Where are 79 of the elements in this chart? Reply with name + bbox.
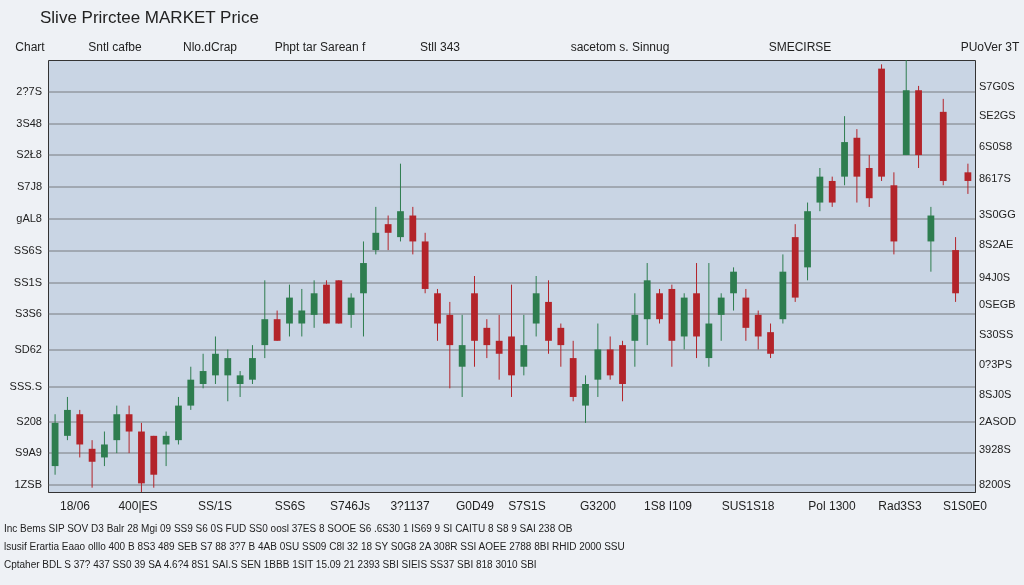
text: S7S1S: [508, 499, 546, 513]
candlestick: [372, 206, 380, 255]
text: Stll 343: [419, 40, 461, 54]
candlestick: [767, 323, 774, 359]
candlestick: [384, 215, 392, 251]
candlestick: [582, 374, 589, 424]
candlestick: [236, 370, 244, 398]
candlestick: [162, 431, 170, 467]
text: SS6S: [13, 244, 42, 256]
text: Cptaher BDL S 37? 437 SS0 39 SA 4.6?4 8S1 SAI.S SEN 1BBB 1SIT 15.09 21 2393 SBI SIEIS SS37 SBI 818 3010 SBI: [4, 559, 537, 570]
candlestick: [730, 266, 737, 312]
text: 1ZSB: [14, 478, 42, 490]
text: 8200S: [979, 478, 1011, 490]
text: 8617S: [979, 172, 1011, 184]
text: Phpt tar Sarean f: [274, 40, 367, 54]
candlestick: [199, 353, 207, 389]
text: Pol 1300: [808, 499, 857, 513]
text: S9A9: [15, 446, 42, 458]
text: 0SEGB: [979, 298, 1016, 310]
candlestick: [347, 292, 355, 329]
text: Inc Bems SIP SOV D3 Balr 28 Mgi 09 SS9 S6 0S FUD SS0 oosl 37ES 8 SOOE S6 .6S30 1 IS69 9 SI CAITU 8 S8 9 SAI 238 OB: [4, 523, 573, 534]
text: Chart: [15, 40, 46, 54]
candlestick: [754, 310, 762, 350]
text: S7G0S: [979, 80, 1015, 92]
text: sacetom s. Sinnug: [570, 40, 670, 54]
text: PUoVer 3T: [960, 40, 1021, 54]
candlestick: [273, 310, 281, 342]
candlestick: [557, 323, 565, 368]
candlestick: [101, 431, 108, 467]
candlestick: [964, 163, 972, 195]
text: 3928S: [979, 443, 1011, 455]
text: Sntl cafbe: [88, 40, 143, 54]
text: SD62: [14, 343, 42, 355]
text: Rad3S3: [878, 499, 922, 513]
text: 18/06: [59, 499, 91, 513]
candlestick: [224, 348, 232, 402]
candlestick: [125, 405, 133, 454]
text: SUS1S18: [721, 499, 775, 513]
text: 3S0GG: [979, 208, 1016, 220]
text: 2ASOD: [979, 415, 1017, 427]
text: G0D49: [455, 499, 495, 513]
text: SE2GS: [979, 109, 1016, 121]
text: S1S0E0: [942, 499, 988, 513]
text: 8S2AE: [979, 238, 1014, 250]
text: gAL8: [16, 212, 42, 224]
candlestick: [717, 292, 725, 342]
text: SMECIRSE: [768, 40, 832, 54]
text: SS6S: [274, 499, 306, 513]
text: lsusif Erartia Eaao olllo 400 B 8S3 489 SEB S7 88 3?7 B 4AB 0SU SS09 C8l 32 18 SY S0G8 2A 308R SSI AOEE 2788 8BI RHID 2000 SSU: [4, 541, 625, 552]
text: S208: [16, 415, 42, 427]
text: S2Ł8: [16, 148, 42, 160]
text: 400|ES: [118, 499, 158, 513]
text: 0?3PS: [979, 358, 1013, 370]
text: S30SS: [979, 328, 1014, 340]
text: Nlo.dCrap: [182, 40, 238, 54]
candlestick: [310, 279, 318, 329]
candlestick: [212, 335, 219, 385]
candlestick: [520, 314, 528, 376]
text: S7J8: [16, 180, 42, 192]
text: SSS.S: [9, 380, 42, 392]
text: S3S6: [15, 307, 42, 319]
text: 8SJ0S: [979, 388, 1012, 400]
candlestick: [483, 318, 491, 359]
text: SS/1S: [197, 499, 233, 513]
candlestick: [828, 176, 836, 208]
candlestick: [298, 288, 306, 337]
text: S746Js: [329, 499, 371, 513]
text: 3S48: [16, 117, 42, 129]
text: G3200: [579, 499, 617, 513]
text: 2?7S: [16, 85, 42, 97]
candlestick: [495, 314, 503, 381]
chart-title: Slive Prirctee MARKET Price: [40, 8, 259, 27]
candlestick: [458, 314, 466, 398]
text: 6S0S8: [979, 140, 1013, 152]
text: 3?1137: [390, 499, 430, 513]
candlestick: [249, 344, 256, 385]
text: 1S8 I109: [643, 499, 693, 513]
text: 94J0S: [979, 271, 1011, 283]
text: SS1S: [13, 276, 42, 288]
